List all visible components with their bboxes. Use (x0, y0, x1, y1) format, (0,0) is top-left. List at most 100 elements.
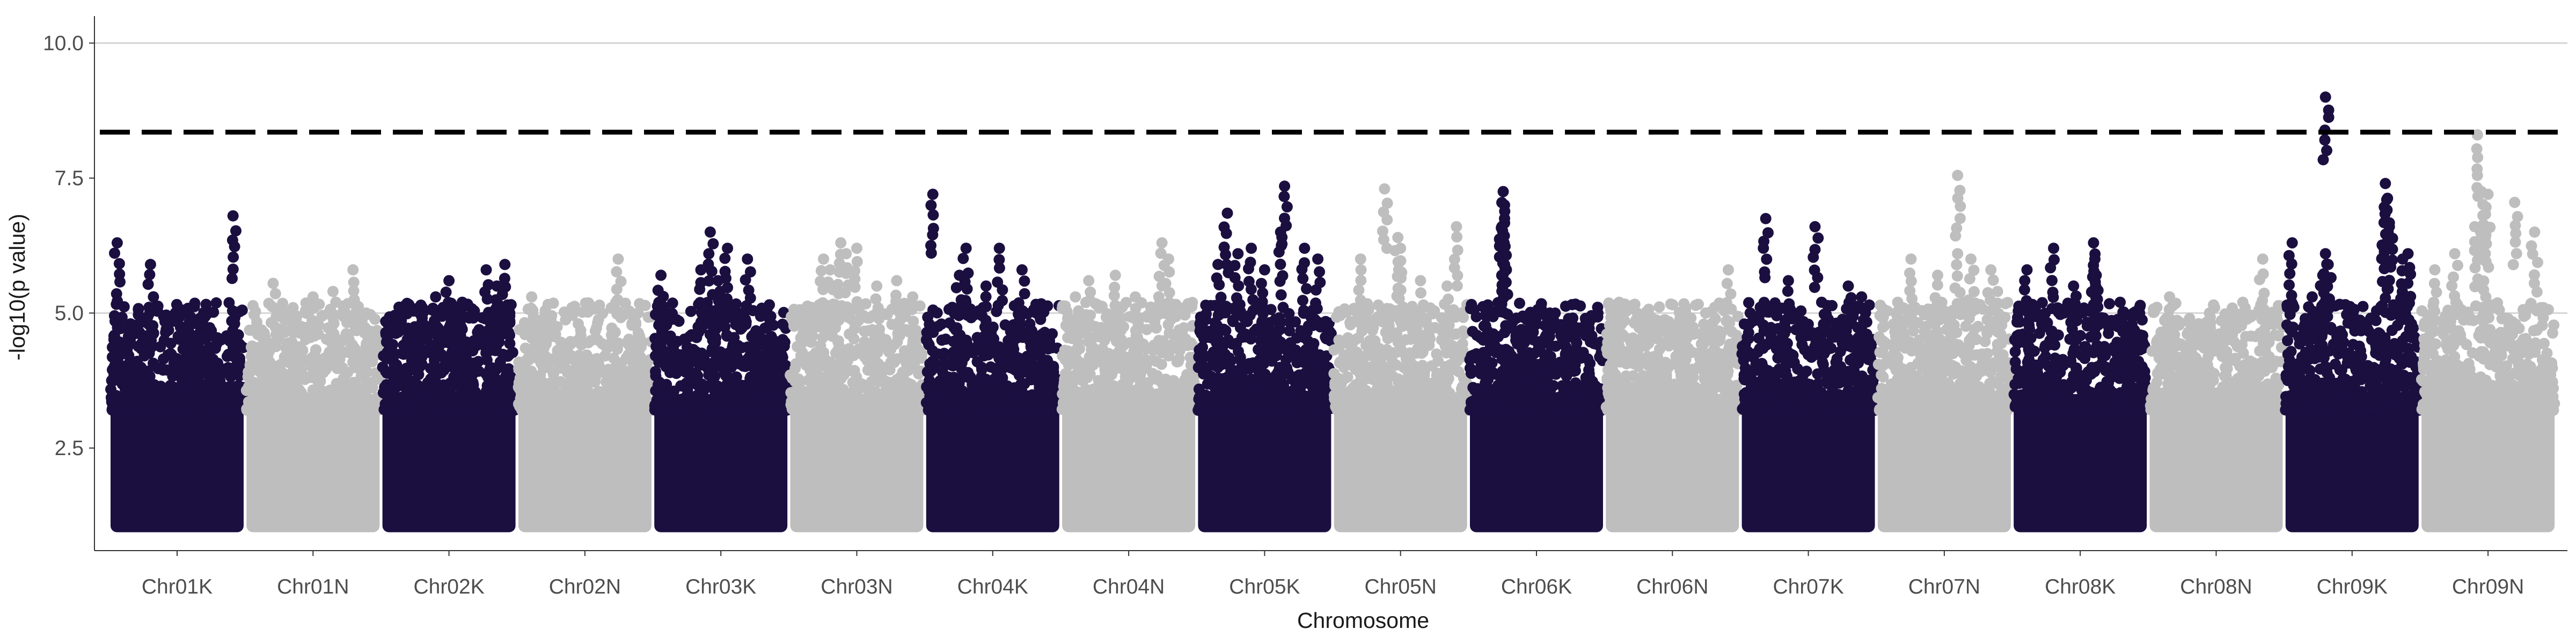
snp-point (172, 331, 184, 342)
snp-point (1110, 402, 1122, 414)
snp-point (657, 300, 668, 312)
snp-point (440, 286, 452, 298)
snp-point (386, 394, 398, 406)
series-Chr03K (649, 226, 793, 532)
snp-peak-point (108, 310, 120, 321)
snp-point (177, 304, 188, 316)
snp-point (489, 394, 501, 406)
snp-point (720, 370, 731, 382)
snp-point (240, 385, 252, 396)
snp-point (1121, 391, 1133, 403)
snp-point (320, 363, 332, 375)
series-Chr04N (1056, 237, 1201, 532)
snp-point (962, 339, 974, 351)
series-Chr05K (1192, 180, 1337, 532)
snp-point (1131, 341, 1143, 353)
snp-point (842, 311, 854, 323)
snp-point (126, 369, 137, 380)
snp-point (458, 336, 470, 348)
snp-point (962, 401, 974, 413)
snp-point (1130, 303, 1141, 314)
snp-point (694, 283, 706, 295)
snp-point (756, 401, 768, 413)
snp-point (980, 291, 992, 303)
snp-point (455, 357, 467, 369)
snp-point (709, 385, 721, 397)
snp-point (1176, 384, 1188, 396)
snp-point (575, 339, 587, 350)
snp-peak-point (1016, 264, 1028, 276)
snp-point (806, 312, 817, 324)
snp-point (634, 331, 646, 342)
snp-point (584, 369, 596, 381)
snp-point (313, 382, 325, 394)
snp-point (737, 360, 749, 372)
snp-point (290, 342, 302, 354)
snp-point (650, 365, 661, 377)
snp-peak-point (840, 248, 852, 260)
snp-point (738, 313, 750, 325)
snp-point (713, 314, 725, 326)
snp-point (732, 382, 744, 394)
snp-point (1165, 313, 1177, 325)
snp-point (123, 350, 135, 362)
snp-point (229, 241, 240, 252)
snp-point (571, 358, 583, 370)
snp-point (822, 308, 833, 319)
snp-density-Chr01N (246, 394, 380, 532)
snp-point (848, 364, 860, 376)
snp-point (120, 404, 131, 416)
snp-point (486, 362, 498, 374)
snp-peak-point (762, 302, 773, 313)
gridlines (94, 42, 2567, 314)
snp-point (330, 296, 342, 308)
snp-point (241, 404, 253, 416)
snp-peak-point (742, 253, 753, 265)
snp-point (1064, 401, 1076, 413)
snp-point (355, 389, 367, 400)
snp-point (906, 340, 918, 352)
snp-point (327, 308, 339, 320)
snp-point (181, 401, 193, 413)
snp-point (412, 379, 424, 391)
snp-point (925, 200, 937, 211)
snp-point (1178, 322, 1190, 334)
snp-point (270, 341, 282, 353)
snp-point (328, 318, 340, 330)
snp-point (983, 386, 995, 398)
snp-point (685, 404, 697, 416)
snp-point (692, 370, 704, 382)
snp-point (348, 276, 360, 288)
snp-point (348, 285, 360, 297)
snp-point (1082, 336, 1094, 348)
snp-point (211, 332, 223, 343)
snp-point (123, 382, 135, 393)
snp-point (1101, 308, 1113, 320)
snp-point (570, 380, 582, 392)
snp-point (155, 341, 166, 353)
snp-peak-point (185, 334, 196, 346)
snp-point (710, 324, 721, 335)
snp-point (927, 326, 939, 338)
snp-point (304, 304, 316, 316)
snp-point (994, 391, 1006, 402)
snp-point (980, 344, 992, 355)
snp-point (513, 356, 525, 368)
snp-point (165, 348, 177, 360)
snp-point (416, 312, 428, 324)
snp-point (427, 302, 439, 314)
snp-point (361, 338, 372, 349)
snp-point (976, 364, 987, 376)
snp-point (664, 330, 676, 342)
snp-point (251, 355, 263, 367)
snp-point (993, 262, 1005, 274)
snp-point (402, 305, 414, 317)
snp-peak-point (954, 269, 965, 281)
snp-point (1097, 357, 1109, 369)
snp-point (880, 361, 892, 373)
snp-point (445, 394, 457, 406)
snp-point (432, 332, 444, 343)
snp-point (143, 302, 155, 313)
snp-point (269, 288, 281, 299)
snp-point (1295, 325, 1307, 336)
